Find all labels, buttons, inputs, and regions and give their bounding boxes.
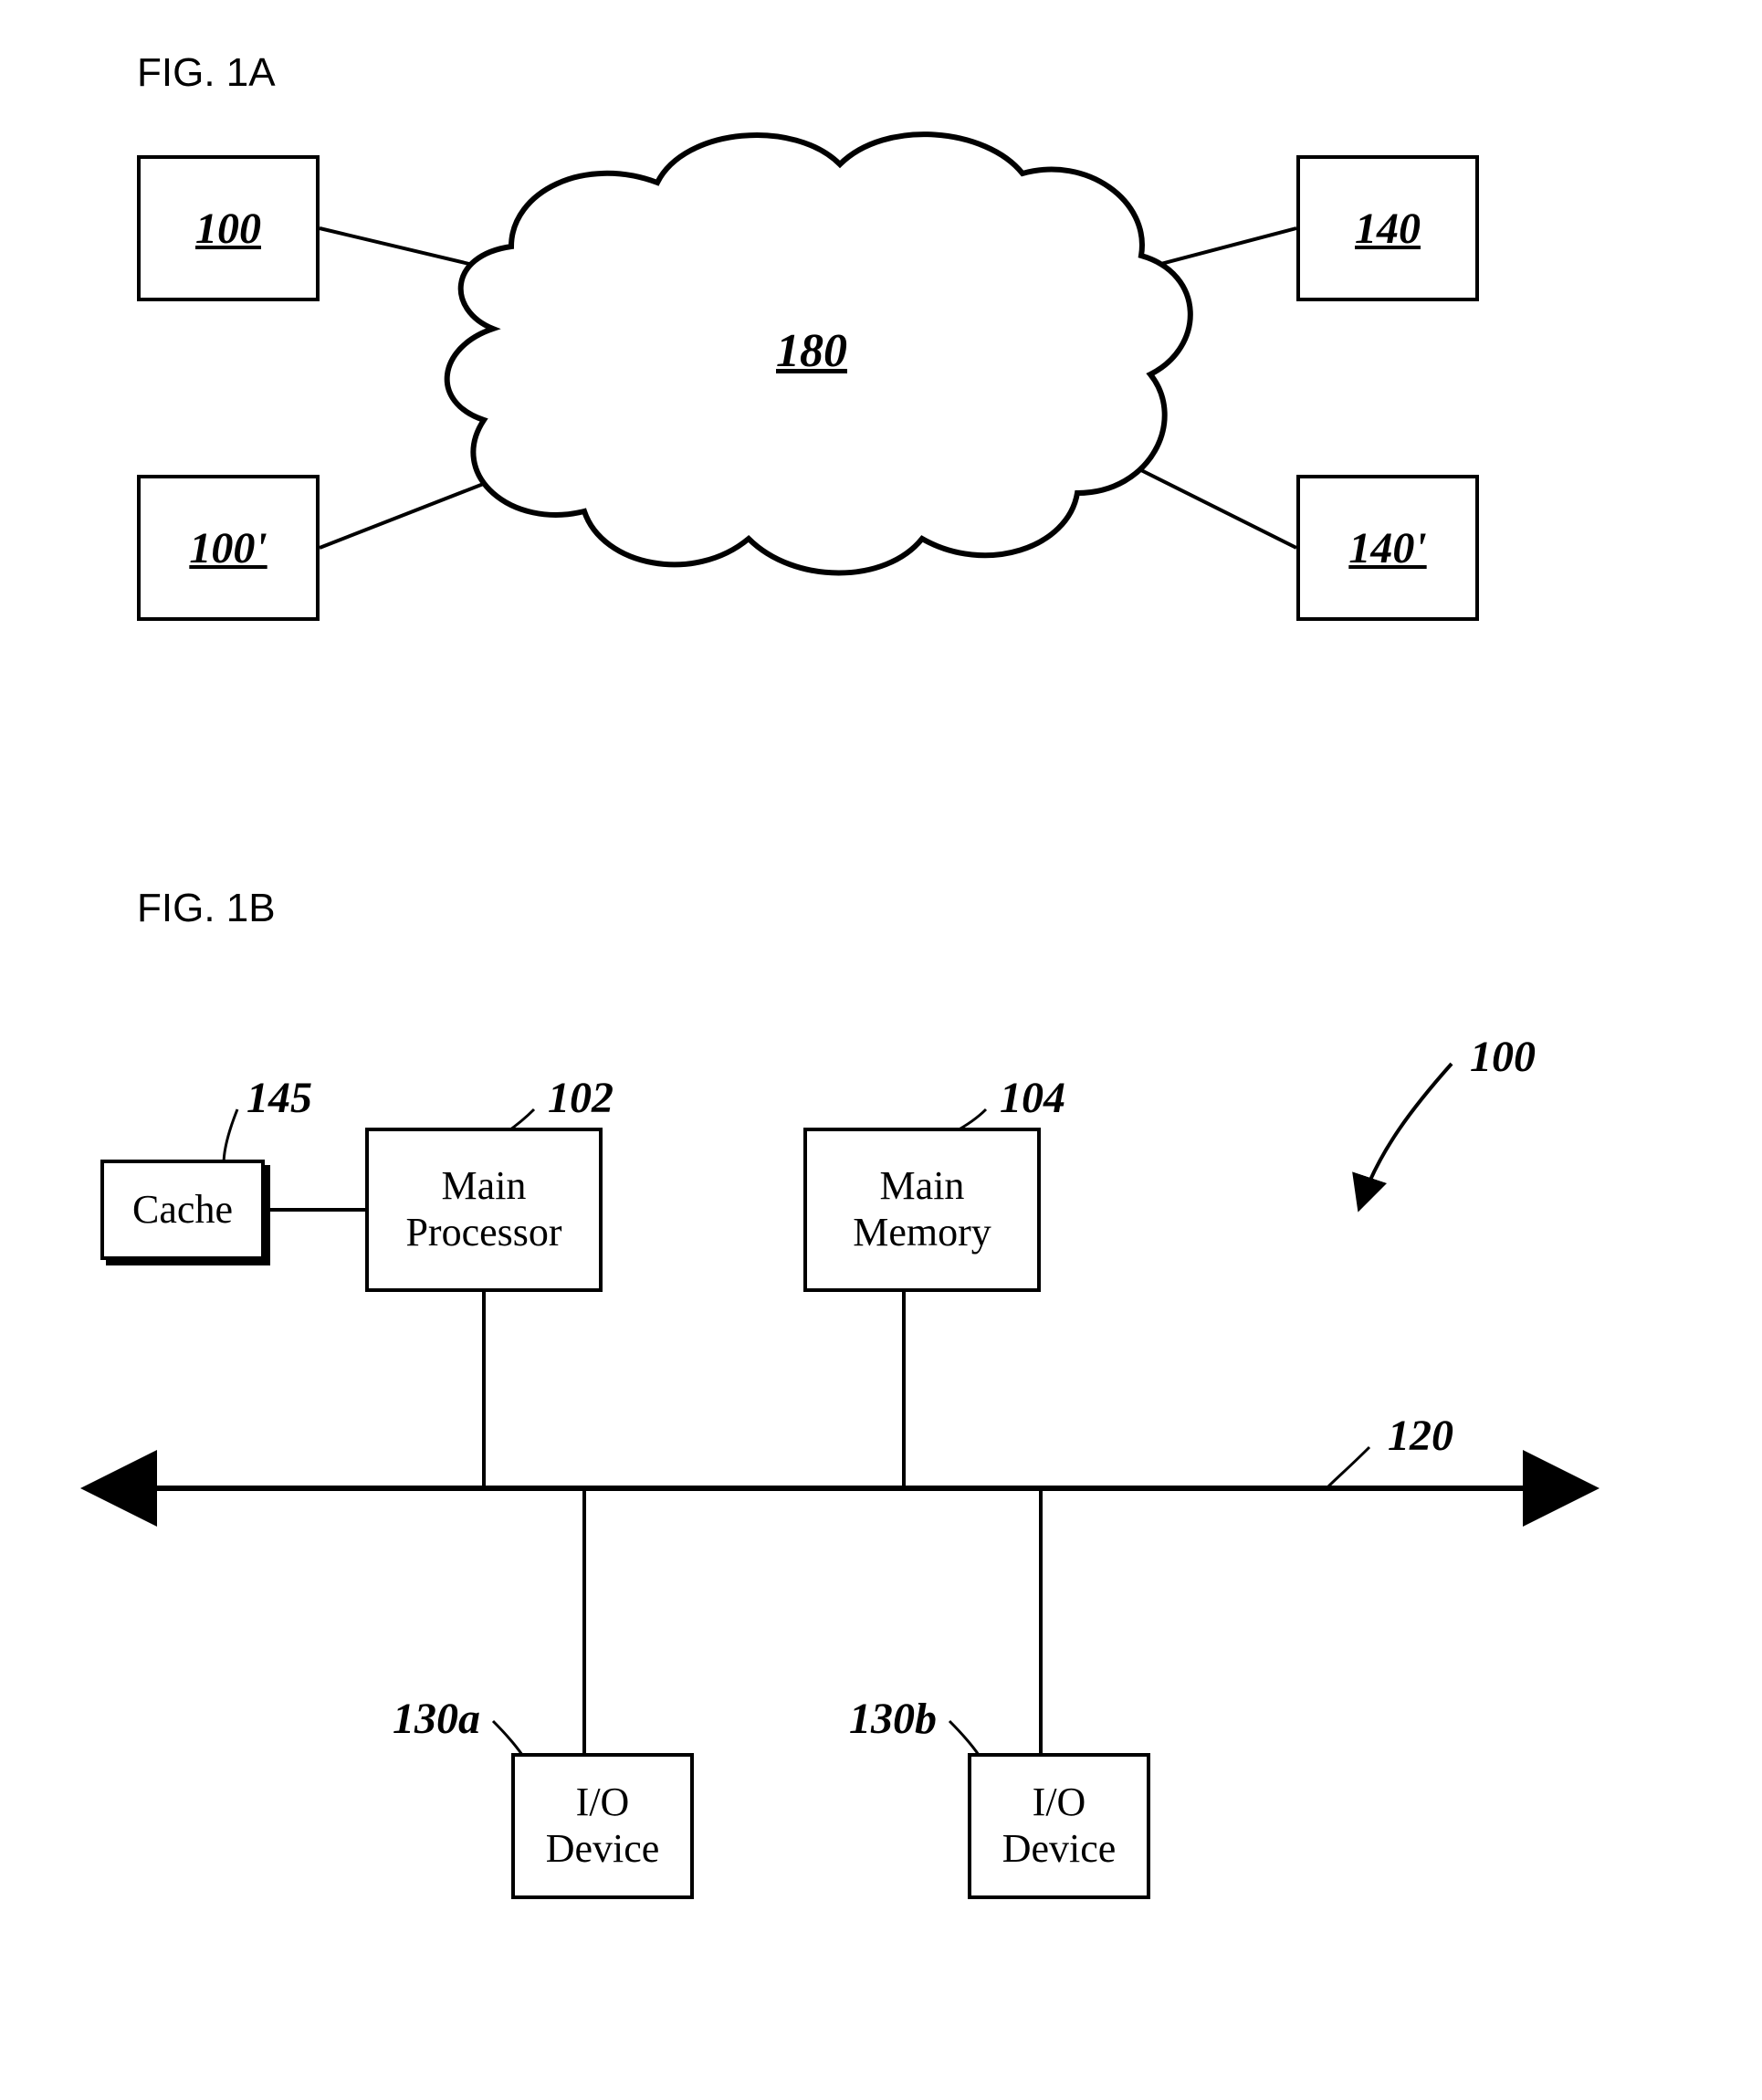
connector-140p-cloud <box>1132 466 1296 548</box>
io-device-b-box: I/O Device <box>968 1753 1150 1899</box>
main-processor-label: Main Processor <box>405 1163 561 1255</box>
cloud-ref: 180 <box>776 324 847 378</box>
io-b-label: I/O Device <box>1002 1780 1117 1872</box>
io-b-label-text: I/O Device <box>1002 1780 1117 1871</box>
main-proc-ref-text: 102 <box>548 1074 614 1122</box>
leader-130b <box>949 1721 979 1755</box>
connector-100p-cloud <box>320 475 507 548</box>
leader-120 <box>1328 1447 1369 1486</box>
box-140p: 140' <box>1296 475 1479 621</box>
cloud-ref-text: 180 <box>776 325 847 377</box>
main-mem-ref: 104 <box>1000 1073 1065 1123</box>
arrow-to-100 <box>1360 1064 1452 1205</box>
cache-label: Cache <box>132 1187 233 1234</box>
main-memory-label: Main Memory <box>853 1163 991 1255</box>
io-a-ref: 130a <box>393 1694 480 1744</box>
box-100-ref: 100 <box>195 204 261 254</box>
io-a-label: I/O Device <box>546 1780 660 1872</box>
main-proc-ref: 102 <box>548 1073 614 1123</box>
cache-box: Cache <box>100 1160 265 1260</box>
box-100: 100 <box>137 155 320 301</box>
io-a-ref-text: 130a <box>393 1695 480 1743</box>
bus-ref: 120 <box>1388 1411 1453 1461</box>
main-processor-label-text: Main Processor <box>405 1163 561 1255</box>
main-memory-label-text: Main Memory <box>853 1163 991 1255</box>
fig-1a-svg <box>0 0 1762 730</box>
box-140: 140 <box>1296 155 1479 301</box>
cache-ref: 145 <box>246 1073 312 1123</box>
leader-145 <box>224 1109 237 1164</box>
box-140p-ref: 140' <box>1348 523 1426 573</box>
io-a-label-text: I/O Device <box>546 1780 660 1871</box>
box-100p: 100' <box>137 475 320 621</box>
main-mem-ref-text: 104 <box>1000 1074 1065 1122</box>
io-device-a-box: I/O Device <box>511 1753 694 1899</box>
box-140-ref: 140 <box>1355 204 1421 254</box>
main-memory-box: Main Memory <box>803 1128 1041 1292</box>
io-b-ref: 130b <box>849 1694 937 1744</box>
box-100p-ref: 100' <box>189 523 267 573</box>
io-b-ref-text: 130b <box>849 1695 937 1743</box>
bus-ref-text: 120 <box>1388 1412 1453 1460</box>
cache-ref-text: 145 <box>246 1074 312 1122</box>
main-processor-box: Main Processor <box>365 1128 603 1292</box>
leader-130a <box>493 1721 522 1755</box>
